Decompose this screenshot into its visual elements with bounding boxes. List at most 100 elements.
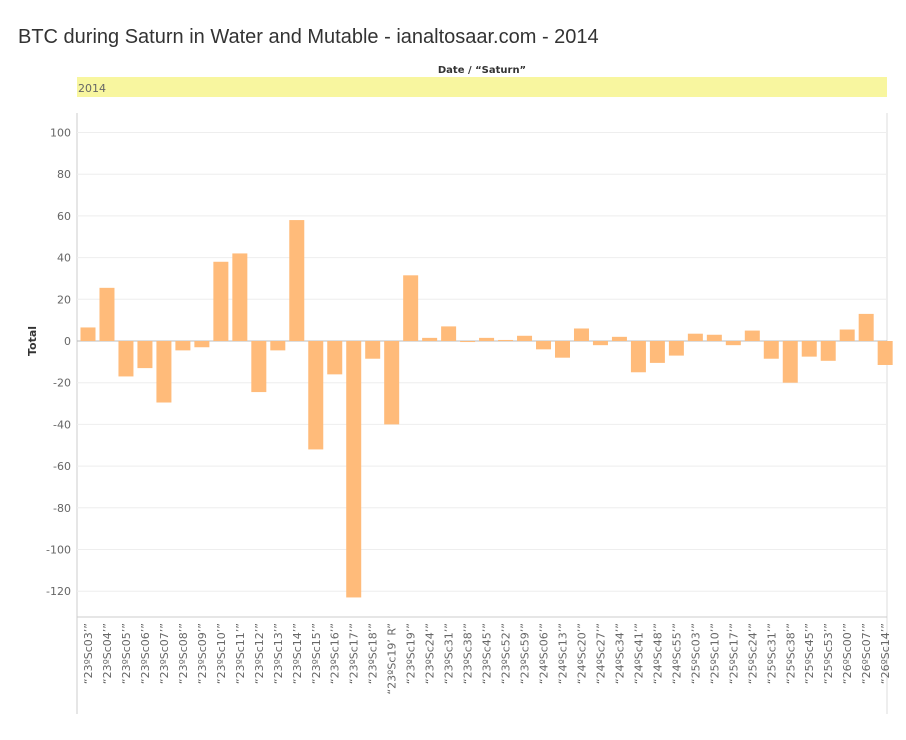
x-tick-label: “23ºSc19’ R” bbox=[386, 623, 399, 695]
x-tick-label: “23ºSc10’” bbox=[215, 623, 228, 684]
bar bbox=[536, 341, 552, 350]
x-tick-label: “25ºSc53’” bbox=[822, 623, 835, 684]
y-tick-label: -60 bbox=[53, 460, 71, 473]
bar bbox=[137, 341, 153, 369]
bar bbox=[460, 341, 476, 343]
bar bbox=[194, 341, 210, 348]
y-tick-label: 0 bbox=[64, 335, 71, 348]
bar bbox=[611, 336, 627, 341]
chart-title: BTC during Saturn in Water and Mutable -… bbox=[18, 26, 599, 48]
bar bbox=[858, 313, 874, 341]
x-tick-label: “25ºSc45’” bbox=[803, 623, 816, 684]
bar bbox=[820, 341, 836, 361]
x-tick-label: “23ºSc19’” bbox=[405, 623, 418, 684]
x-tick-label: “23ºSc15’” bbox=[310, 623, 323, 684]
x-tick-label: “26ºSc07’” bbox=[860, 623, 873, 684]
bar bbox=[270, 341, 286, 351]
y-tick-label: -40 bbox=[53, 418, 71, 431]
bar bbox=[479, 337, 495, 341]
x-tick-label: “24ºSc27’” bbox=[594, 623, 607, 684]
y-tick-label: 100 bbox=[50, 127, 71, 140]
bar bbox=[346, 341, 362, 598]
bar bbox=[630, 341, 646, 373]
bar bbox=[365, 341, 381, 359]
bar bbox=[839, 329, 855, 341]
x-tick-label: “23ºSc11’” bbox=[234, 623, 247, 684]
x-tick-label: “25ºSc31’” bbox=[765, 623, 778, 684]
y-tick-label: -100 bbox=[46, 544, 71, 557]
x-tick-label: “23ºSc08’” bbox=[177, 623, 190, 684]
bar bbox=[498, 339, 514, 341]
bar bbox=[156, 341, 172, 403]
bar bbox=[877, 341, 893, 365]
x-tick-label: “23ºSc03’” bbox=[82, 623, 95, 684]
x-tick-label: “25ºSc24’” bbox=[746, 623, 759, 684]
bar bbox=[763, 341, 779, 359]
bar bbox=[573, 328, 589, 341]
bar bbox=[80, 327, 96, 341]
bar bbox=[99, 287, 115, 341]
bar bbox=[782, 341, 798, 383]
bar bbox=[308, 341, 324, 450]
bar bbox=[251, 341, 267, 393]
y-tick-label: 80 bbox=[57, 168, 71, 181]
x-tick-label: “23ºSc16’” bbox=[329, 623, 342, 684]
x-tick-label: “24ºSc13’” bbox=[557, 623, 570, 684]
bar bbox=[422, 337, 438, 341]
x-tick-label: “23ºSc17’” bbox=[348, 623, 361, 684]
bar bbox=[744, 330, 760, 341]
x-tick-label: “25ºSc03’” bbox=[689, 623, 702, 684]
x-tick-label: “23ºSc07’” bbox=[158, 623, 171, 684]
y-tick-label: 20 bbox=[57, 293, 71, 306]
x-tick-label: “25ºSc38’” bbox=[784, 623, 797, 684]
x-tick-label: “24ºSc48’” bbox=[651, 623, 664, 684]
y-tick-label: -120 bbox=[46, 585, 71, 598]
x-tick-label: “23ºSc52’” bbox=[500, 623, 513, 684]
bar bbox=[687, 333, 703, 341]
bar bbox=[706, 334, 722, 341]
x-tick-label: “23ºSc09’” bbox=[196, 623, 209, 684]
x-tick-label: “23ºSc18’” bbox=[367, 623, 380, 684]
bar bbox=[118, 341, 134, 377]
bar bbox=[213, 261, 229, 341]
x-tick-label: “25ºSc10’” bbox=[708, 623, 721, 684]
x-tick-label: “23ºSc45’” bbox=[481, 623, 494, 684]
x-tick-label: “23ºSc38’” bbox=[462, 623, 475, 684]
bar bbox=[555, 341, 570, 358]
y-tick-label: 60 bbox=[57, 210, 71, 223]
bar bbox=[649, 341, 665, 363]
x-tick-label: “23ºSc13’” bbox=[272, 623, 285, 684]
bar bbox=[441, 326, 457, 341]
year-label: 2014 bbox=[78, 82, 106, 95]
bar bbox=[403, 275, 419, 341]
x-tick-label: “26ºSc00’” bbox=[841, 623, 854, 684]
bar bbox=[801, 341, 817, 357]
bar bbox=[725, 341, 741, 346]
y-axis-title: Total bbox=[26, 326, 39, 356]
x-tick-label: “23ºSc04’” bbox=[101, 623, 114, 684]
bar bbox=[517, 335, 533, 341]
x-tick-label: “23ºSc24’” bbox=[424, 623, 437, 684]
bar bbox=[592, 341, 608, 346]
bar bbox=[289, 220, 305, 341]
y-tick-label: -80 bbox=[53, 502, 71, 515]
x-tick-label: “24ºSc20’” bbox=[575, 623, 588, 684]
x-tick-label: “23ºSc14’” bbox=[291, 623, 304, 684]
x-tick-label: “26ºSc14’” bbox=[879, 623, 892, 684]
bar bbox=[384, 341, 400, 425]
bar bbox=[327, 341, 343, 375]
bar bbox=[232, 253, 248, 341]
x-tick-label: “23ºSc12’” bbox=[253, 623, 266, 684]
y-tick-label: 40 bbox=[57, 252, 71, 265]
column-header: Date / “Saturn” bbox=[438, 65, 526, 76]
x-tick-label: “23ºSc59’” bbox=[519, 623, 532, 684]
x-tick-label: “24ºSc34’” bbox=[613, 623, 626, 684]
x-tick-label: “24ºSc55’” bbox=[670, 623, 683, 684]
bar bbox=[175, 341, 191, 351]
x-tick-label: “23ºSc31’” bbox=[443, 623, 456, 684]
year-band bbox=[77, 77, 887, 97]
x-tick-label: “23ºSc05’” bbox=[120, 623, 133, 684]
x-tick-label: “24ºSc06’” bbox=[538, 623, 551, 684]
x-tick-label: “25ºSc17’” bbox=[727, 623, 740, 684]
